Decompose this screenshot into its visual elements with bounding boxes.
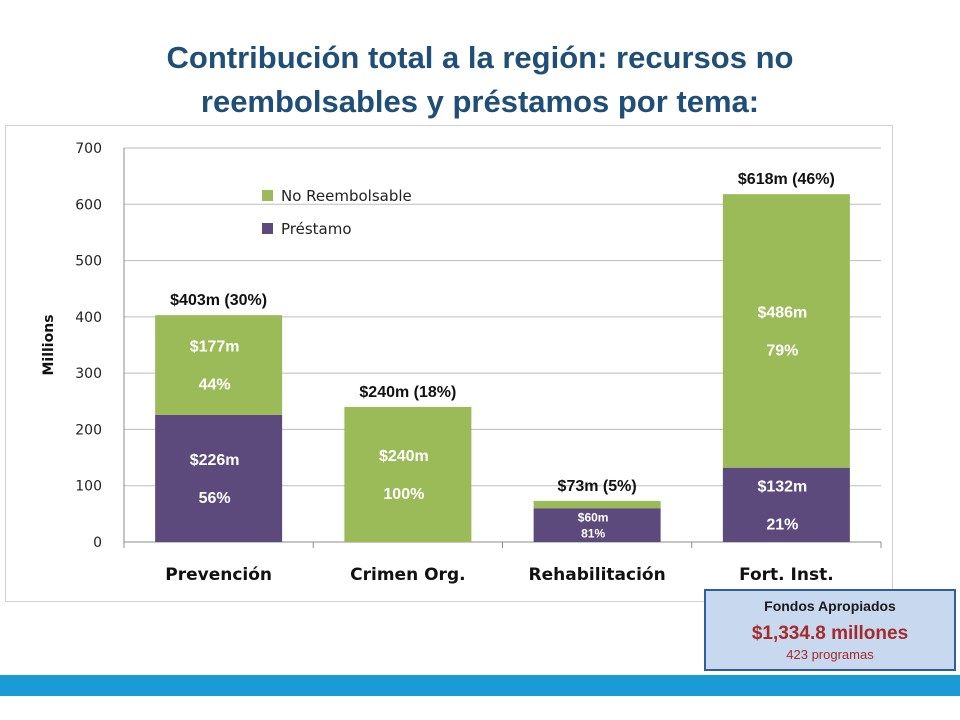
data-label: 56% (199, 490, 231, 507)
data-label: 100% (383, 486, 424, 503)
legend-label: Préstamo (281, 220, 352, 238)
bar-segment (533, 508, 661, 542)
bar-segment (344, 406, 472, 542)
y-tick-label: 700 (75, 141, 102, 157)
page-title: Contribución total a la región: recursos… (40, 36, 920, 124)
y-tick-label: 500 (75, 254, 102, 270)
total-label: $618m (46%) (738, 171, 835, 188)
funds-info-box: Fondos Apropiados $1,334.8 millones 423 … (704, 589, 956, 671)
funds-programs: 423 programas (786, 647, 874, 662)
data-label: $226m (190, 452, 240, 469)
bar-segment (155, 315, 283, 415)
total-label: $73m (5%) (558, 478, 637, 495)
legend-swatch (262, 190, 273, 201)
data-label: 44% (199, 377, 231, 394)
data-label: $60m (578, 510, 609, 524)
y-tick-label: 0 (93, 535, 102, 551)
category-label: Fort. Inst. (739, 565, 834, 585)
data-label: $240m (379, 448, 429, 465)
bar-segment (722, 467, 850, 542)
funds-heading: Fondos Apropiados (764, 598, 896, 614)
bar-segment (722, 194, 850, 468)
y-tick-label: 200 (75, 422, 102, 438)
y-tick-label: 400 (75, 310, 102, 326)
data-label: $177m (190, 339, 240, 356)
y-axis-label: Millions (41, 314, 57, 375)
bar-segment (155, 414, 283, 542)
bar-segment (533, 500, 661, 509)
category-label: Prevención (165, 565, 272, 585)
footer-bar (0, 675, 960, 696)
y-tick-label: 100 (75, 479, 102, 495)
legend-label: No Reembolsable (281, 187, 412, 205)
data-label: $486m (757, 305, 807, 322)
y-tick-label: 300 (75, 366, 102, 382)
category-label: Rehabilitación (529, 565, 666, 585)
chart-frame: 0 100 200 300 400 500 600 700 Millions $226m 56% $1… (5, 125, 893, 602)
data-label: $132m (757, 478, 807, 495)
legend-swatch (262, 223, 273, 234)
title-line-2: reembolsables y préstamos por tema: (200, 84, 760, 119)
data-label: 21% (766, 516, 798, 533)
funds-amount: $1,334.8 millones (751, 623, 909, 644)
data-label: 79% (766, 343, 798, 360)
y-tick-label: 600 (75, 197, 102, 213)
stacked-bar-chart: 0 100 200 300 400 500 600 700 Millions $226m 56% $1… (41, 141, 882, 585)
data-label: 81% (581, 526, 605, 540)
total-label: $240m (18%) (359, 384, 456, 401)
category-label: Crimen Org. (350, 565, 465, 585)
total-label: $403m (30%) (170, 292, 267, 309)
title-line-1: Contribución total a la región: recursos… (166, 40, 794, 75)
